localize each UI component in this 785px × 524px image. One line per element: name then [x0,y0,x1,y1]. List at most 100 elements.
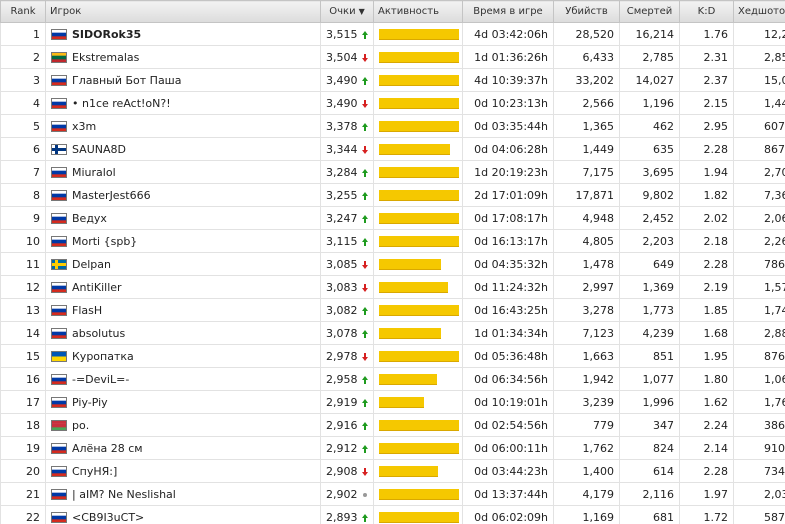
player-name[interactable]: Miuralol [72,165,116,179]
player-name[interactable]: Ekstremalas [72,50,140,64]
player-name[interactable]: AntiKiller [72,280,122,294]
table-cell: 2,978 [320,344,374,368]
flag-icon [51,397,67,408]
flag-part [361,30,368,39]
player-name[interactable]: Ведух [72,211,107,225]
player-name[interactable]: absolutus [72,326,126,340]
column-header[interactable]: Время в игре [462,0,554,23]
flag-icon [51,466,67,477]
table-cell: 779 [553,413,620,437]
player-row[interactable]: 13 FlasH 3,082 0d 16:43:25h 3,278 1,773 1.85 1,… [0,298,785,322]
player-name[interactable]: ро. [72,418,90,432]
player-name[interactable]: x3m [72,119,97,133]
flag-part [51,312,67,316]
player-name[interactable]: SIDORok35 [72,27,142,41]
player-name[interactable]: СпуНЯ:] [72,464,118,478]
player-row[interactable]: 21 | aIM? Ne Neslishal 2,902 0d 13:37:44h 4,… [0,482,785,506]
column-header[interactable]: Очки ▼ [320,0,374,23]
table-cell [373,252,463,276]
deaths: 824 [653,441,674,455]
table-cell: 7,175 [553,160,620,184]
column-header[interactable]: Rank [0,0,46,23]
player-row[interactable]: 2 Ekstremalas 3,504 1d 01:36:26h 6,433 2,785 2… [0,45,785,69]
activity-bar [379,512,459,523]
player-name[interactable]: Алёна 28 см [72,441,143,455]
headshots: 876 [764,349,785,363]
player-row[interactable]: 20 СпуНЯ:] 2,908 0d 03:44:23h 1,400 614 2.28 73… [0,459,785,483]
table-cell [373,183,463,207]
player-name[interactable]: Главный Бот Паша [72,73,182,87]
table-cell: 1,169 [553,505,620,524]
player-name[interactable]: Morti {spb} [72,234,138,248]
player-row[interactable]: 1 SIDORok35 3,515 4d 03:42:06h 28,520 16,214 1… [0,22,785,46]
table-cell: 2 [0,45,46,69]
player-row[interactable]: 10 Morti {spb} 3,115 0d 16:13:17h 4,805 2,203… [0,229,785,253]
flag-part [51,285,67,290]
kills: 2,997 [582,280,615,294]
table-cell: 1.97 [679,482,734,506]
flag-part [51,377,67,382]
player-row[interactable]: 12 AntiKiller 3,083 0d 11:24:32h 2,997 1,369 2… [0,275,785,299]
headshots: 386 [764,418,785,432]
column-header[interactable]: K:D [679,0,734,23]
column-header[interactable]: Активность [373,0,463,23]
player-name[interactable]: Piy-Piy [72,395,108,409]
flag-icon [51,328,67,339]
player-name[interactable]: | aIM? Ne Neslishal [72,487,176,501]
player-row[interactable]: 11 Delpan 3,085 0d 04:35:32h 1,478 649 2.28 786 [0,252,785,276]
table-cell: 1,762 [553,436,620,460]
player-row[interactable]: 17 Piy-Piy 2,919 0d 10:19:01h 3,239 1,996 1.62… [0,390,785,414]
play-time: 0d 06:02:09h [474,510,548,524]
player-row[interactable]: 15 Куропатка 2,978 0d 05:36:48h 1,663 851 1.95… [0,344,785,368]
player-row[interactable]: 6 SAUNA8D 3,344 0d 04:06:28h 1,449 635 2.28 867 [0,137,785,161]
table-cell: 3,083 [320,275,374,299]
table-cell: 3 [0,68,46,92]
column-header[interactable]: Убийств [553,0,620,23]
flag-part [51,289,67,293]
trend-icon [361,421,368,430]
player-row[interactable]: 18 ро. 2,916 0d 02:54:56h 779 347 2.24 386 [0,413,785,437]
player-name[interactable]: -=DeviL=- [72,372,130,386]
player-row[interactable]: 16 -=DeviL=- 2,958 0d 06:34:56h 1,942 1,077 1.… [0,367,785,391]
player-name[interactable]: SAUNA8D [72,142,126,156]
table-cell: 0d 03:35:44h [462,114,554,138]
player-name[interactable]: • n1ce reAct!oN?! [72,96,171,110]
player-row[interactable]: 8 MasterJest666 3,255 2d 17:01:09h 17,871 9,8… [0,183,785,207]
player-name[interactable]: Куропатка [72,349,134,363]
player-row[interactable]: 5 x3m 3,378 0d 03:35:44h 1,365 462 2.95 607 [0,114,785,138]
player-row[interactable]: 19 Алёна 28 см 2,912 0d 06:00:11h 1,762 824 2.… [0,436,785,460]
player-row[interactable]: 9 Ведух 3,247 0d 17:08:17h 4,948 2,452 2.02 2,0… [0,206,785,230]
table-cell: 3,239 [553,390,620,414]
points: 2,958 [326,372,358,386]
column-header[interactable]: Хедшотов [733,0,785,23]
kills: 1,365 [582,119,615,133]
table-cell: СпуНЯ:] [45,459,321,483]
table-cell: 2,203 [619,229,680,253]
header-label: Активность [378,6,439,17]
flag-part [51,512,67,523]
points: 3,115 [326,234,358,248]
column-header[interactable]: Игрок [45,0,321,23]
player-row[interactable]: 7 Miuralol 3,284 1d 20:19:23h 7,175 3,695 1.94… [0,160,785,184]
player-row[interactable]: 4 • n1ce reAct!oN?! 3,490 0d 10:23:13h 2,566… [0,91,785,115]
rank: 22 [26,510,40,524]
table-cell: 20 [0,459,46,483]
player-row[interactable]: 14 absolutus 3,078 1d 01:34:34h 7,123 4,239 1.… [0,321,785,345]
table-cell: 2.31 [679,45,734,69]
flag-part [361,99,368,108]
kd-ratio: 2.02 [703,211,729,225]
player-name[interactable]: FlasH [72,303,103,317]
table-cell: Ekstremalas [45,45,321,69]
player-name[interactable]: Delpan [72,257,111,271]
player-row[interactable]: 22 <CB9I3uCT> 2,893 0d 06:02:09h 1,169 681 1.7… [0,505,785,524]
table-cell: 910 [733,436,785,460]
player-row[interactable]: 3 Главный Бот Паша 3,490 4d 10:39:37h 33,202… [0,68,785,92]
flag-icon [51,305,67,316]
player-name[interactable]: MasterJest666 [72,188,151,202]
player-name[interactable]: <CB9I3uCT> [72,510,145,524]
table-cell: 1d 20:19:23h [462,160,554,184]
header-label: Убийств [565,6,608,17]
column-header[interactable]: Смертей [619,0,680,23]
flag-part [51,220,67,224]
table-cell: 1.85 [679,298,734,322]
